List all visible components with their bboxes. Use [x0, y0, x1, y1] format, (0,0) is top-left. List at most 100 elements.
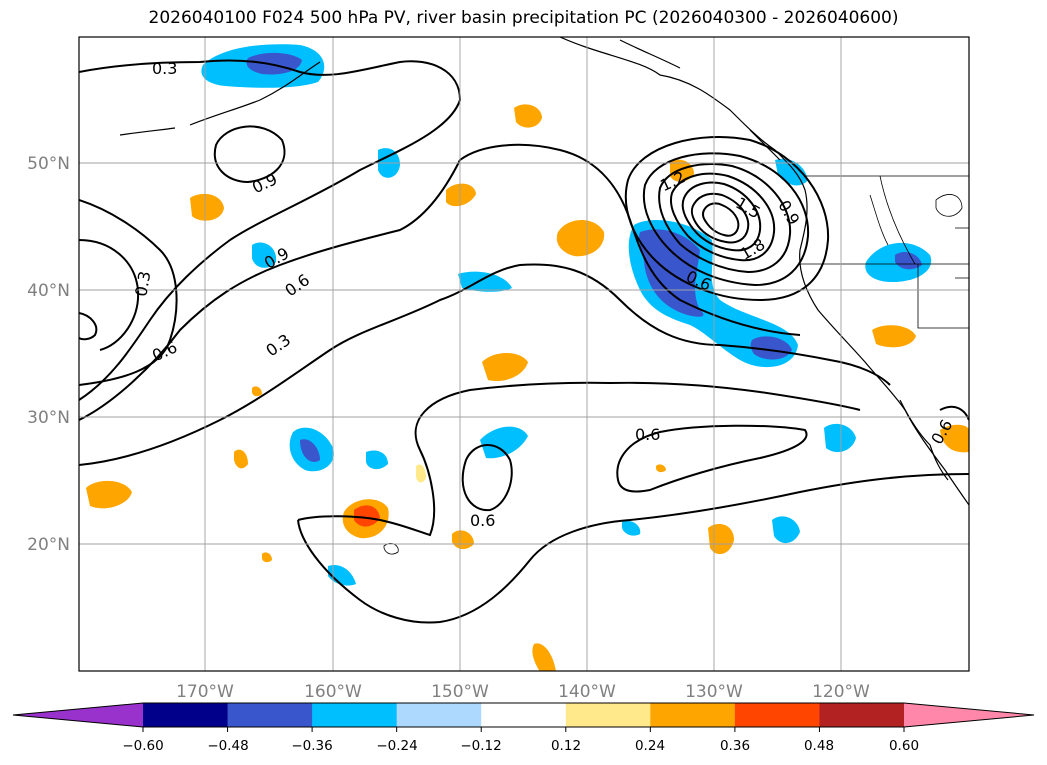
pv-contour [79, 199, 178, 386]
precip-positive-blob [262, 552, 272, 563]
precip-positive-blob [354, 505, 380, 527]
colorbar-segment [312, 703, 398, 727]
map-area [79, 37, 969, 671]
lat-label: 20°N [27, 535, 70, 555]
coastline [559, 37, 969, 506]
precip-positive-blob [234, 449, 248, 469]
colorbar-segment [565, 703, 651, 727]
island [935, 194, 963, 217]
precip-negative-blob [622, 520, 641, 536]
colorbar-label: 0.24 [635, 738, 665, 754]
pv-contour [624, 136, 830, 302]
precip-positive-blob [872, 325, 916, 348]
precip-positive-blob [190, 193, 224, 221]
lat-label: 50°N [27, 154, 70, 174]
contour-label: 0.6 [635, 425, 660, 444]
pv-contour [79, 239, 140, 351]
coastline [899, 399, 949, 481]
lon-label: 140°W [558, 682, 616, 702]
precip-negative-blob [824, 423, 856, 453]
colorbar-label: −0.36 [291, 738, 332, 754]
colorbar-segments [13, 703, 1034, 727]
precip-negative-blob [300, 439, 320, 462]
contour-labels: 0.3 0.9 0.9 0.3 0.6 0.3 0.6 1.2 1.5 0.9 … [131, 59, 956, 530]
precip-negative-blob [458, 271, 512, 292]
colorbar-segment [734, 703, 820, 727]
contour-label: 0.3 [152, 59, 177, 78]
coastline [619, 39, 681, 69]
precip-positive-blob [514, 104, 542, 128]
border [879, 175, 916, 265]
colorbar-labels: −0.60 −0.48 −0.36 −0.24 −0.12 0.12 0.24 … [122, 738, 919, 754]
precip-negative-blob [895, 251, 922, 270]
precip-positive-blob [416, 464, 426, 483]
pv-contour [461, 444, 513, 512]
precip-positive-blob [656, 464, 666, 473]
pv-contour [79, 312, 98, 341]
colorbar-segment [227, 703, 313, 727]
figure-title: 2026040100 F024 500 hPa PV, river basin … [148, 8, 899, 28]
contour-label: 0.6 [281, 270, 313, 300]
lon-label: 160°W [304, 682, 362, 702]
contour-label: 0.3 [262, 330, 294, 360]
pv-contour [297, 381, 861, 537]
border [955, 227, 969, 279]
colorbar-label: −0.48 [207, 738, 248, 754]
pv-contour [658, 163, 792, 274]
precip-positive-blob [708, 524, 734, 555]
contour-label: 0.3 [131, 270, 154, 298]
contour-label: 0.9 [774, 197, 803, 229]
colorbar-extend-right [904, 703, 1034, 727]
precip-positive-blob [482, 353, 528, 382]
border [869, 194, 889, 246]
lon-label: 150°W [431, 682, 489, 702]
lon-labels: 170°W 160°W 150°W 140°W 130°W 120°W [176, 682, 870, 702]
pv-contour [690, 192, 750, 244]
colorbar-label: 0.60 [889, 738, 919, 754]
colorbar-segment [819, 703, 905, 727]
colorbar-label: −0.12 [460, 738, 501, 754]
colorbar-label: 0.48 [804, 738, 834, 754]
precip-positive-blob [86, 480, 132, 509]
pv-contour [681, 181, 762, 252]
colorbar-ticks [142, 727, 905, 732]
pv-contour [297, 473, 969, 624]
precip-negative-blob [772, 516, 800, 544]
colorbar: −0.60 −0.48 −0.36 −0.24 −0.12 0.12 0.24 … [12, 702, 1035, 754]
pv-contour [939, 405, 969, 421]
gridlines [79, 37, 969, 671]
precip-negative-blob [252, 242, 277, 268]
precip-negative-blob [366, 450, 388, 470]
colorbar-label: 0.12 [551, 738, 581, 754]
colorbar-extend-left [13, 703, 143, 727]
colorbar-segment [650, 703, 736, 727]
contour-label: 0.6 [470, 511, 495, 530]
precip-positive-blob [940, 424, 969, 453]
border [917, 264, 969, 329]
pv-contour [616, 424, 808, 493]
borders [383, 175, 969, 555]
precip-positive-blob [452, 530, 474, 550]
precip-negative-blob [328, 564, 356, 586]
precip-positive-blob [556, 220, 605, 257]
lat-label: 30°N [27, 408, 70, 428]
contour-label: 0.9 [249, 169, 280, 197]
precip-shading [86, 44, 969, 671]
lon-label: 170°W [176, 682, 234, 702]
pv-contours [79, 59, 969, 624]
precip-positive-blob [252, 386, 262, 397]
pv-contour [79, 263, 891, 466]
lat-labels: 50°N 40°N 30°N 20°N [27, 154, 70, 555]
coastline [119, 127, 176, 136]
map-frame [78, 36, 970, 672]
pv-contour [701, 202, 740, 237]
pv-contour [670, 172, 776, 262]
precip-positive-blob [670, 159, 694, 182]
lat-label: 40°N [27, 281, 70, 301]
precip-negative-blob [750, 336, 792, 360]
pv-contour [642, 152, 810, 287]
lon-label: 130°W [685, 682, 743, 702]
colorbar-label: 0.36 [720, 738, 750, 754]
precip-positive-blob [446, 183, 476, 207]
pv-contour [79, 59, 462, 401]
